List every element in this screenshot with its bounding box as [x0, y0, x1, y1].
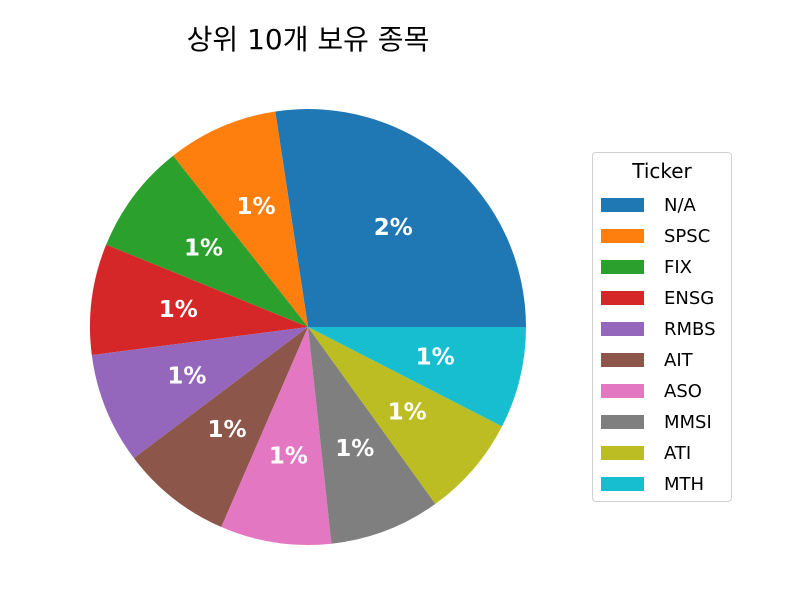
- slice-label: 2%: [374, 215, 413, 241]
- pie-slices: [89, 108, 526, 545]
- legend-label: SPSC: [664, 225, 711, 247]
- slice-label: 1%: [388, 399, 427, 425]
- legend-label: RMBS: [664, 318, 716, 340]
- legend-item: MTH: [601, 473, 705, 495]
- legend-swatch: [601, 198, 644, 212]
- legend-swatch: [601, 322, 644, 336]
- legend-swatch: [601, 446, 644, 460]
- pie-slice-fix: [106, 155, 308, 327]
- legend-swatch: [601, 353, 644, 367]
- legend-item: AIT: [601, 349, 693, 371]
- pie-slice-rmbs: [91, 327, 308, 459]
- legend-item: RMBS: [601, 318, 716, 340]
- legend-swatch: [601, 384, 644, 398]
- legend: Ticker N/A SPSC FIX ENSG RMBS AIT ASO MMSI ATI MT…: [592, 152, 732, 502]
- pie-slice-ensg: [89, 244, 308, 356]
- slice-label: 1%: [159, 297, 198, 323]
- legend-item: N/A: [601, 194, 696, 216]
- slice-label: 1%: [269, 443, 308, 469]
- legend-label: AIT: [664, 349, 693, 371]
- legend-item: ENSG: [601, 287, 715, 309]
- slice-label: 1%: [208, 417, 247, 443]
- slice-label: 1%: [167, 363, 206, 389]
- slice-label: 1%: [335, 436, 374, 462]
- legend-title: Ticker: [632, 159, 692, 183]
- legend-swatch: [601, 415, 644, 429]
- legend-label: FIX: [664, 256, 692, 278]
- pie-slice-mmsi: [308, 327, 436, 544]
- legend-item: SPSC: [601, 225, 711, 247]
- pie-slice-mth: [308, 327, 526, 427]
- legend-label: MMSI: [664, 411, 712, 433]
- legend-item: ATI: [601, 442, 692, 464]
- legend-label: N/A: [664, 194, 696, 216]
- slice-label: 1%: [184, 235, 223, 261]
- legend-label: ENSG: [664, 287, 715, 309]
- chart-title: 상위 10개 보유 종목: [186, 23, 430, 56]
- slice-label: 1%: [416, 345, 455, 371]
- legend-label: ATI: [664, 442, 692, 464]
- legend-item: ASO: [601, 380, 702, 402]
- legend-swatch: [601, 477, 644, 491]
- legend-label: ASO: [664, 380, 702, 402]
- pie-slice-n-a: [275, 108, 526, 327]
- legend-item: MMSI: [601, 411, 712, 433]
- legend-swatch: [601, 229, 644, 243]
- pie-labels: 2% 1% 1% 1% 1% 1% 1% 1% 1% 1%: [159, 194, 455, 469]
- pie-slice-spsc: [173, 111, 308, 327]
- legend-swatch: [601, 260, 644, 274]
- slice-label: 1%: [236, 194, 275, 220]
- pie-slice-ait: [133, 327, 308, 528]
- legend-label: MTH: [664, 473, 705, 495]
- legend-item: FIX: [601, 256, 692, 278]
- pie-slice-aso: [221, 327, 332, 545]
- pie-slice-ati: [308, 327, 503, 504]
- legend-swatch: [601, 291, 644, 305]
